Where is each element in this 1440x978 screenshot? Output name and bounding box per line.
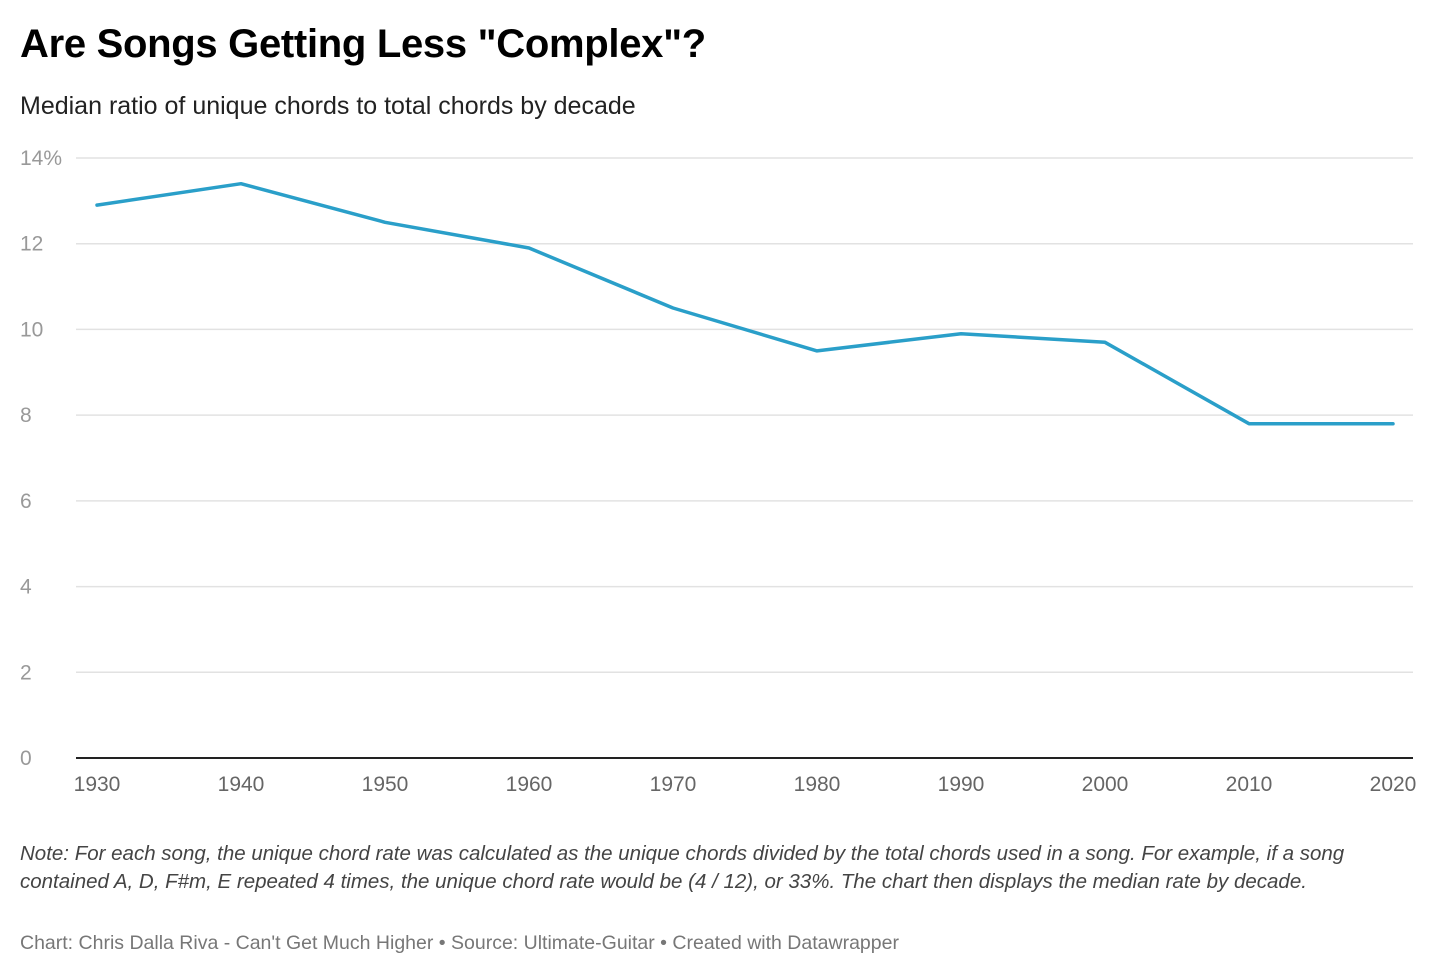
chart-note: Note: For each song, the unique chord ra… (20, 842, 1345, 893)
x-tick-label-1940: 1940 (218, 773, 265, 796)
series-layer (95, 181, 1395, 426)
y-tick-label-12: 12 (20, 233, 43, 256)
series-line-0 (95, 181, 1395, 426)
y-tick-label-10: 10 (20, 318, 43, 341)
x-tick-label-1960: 1960 (506, 773, 553, 796)
y-axis-labels: 0 2 4 6 8 10 12 14% (20, 147, 62, 770)
x-tick-label-2020: 2020 (1370, 773, 1417, 796)
x-tick-label-2000: 2000 (1082, 773, 1129, 796)
x-tick-label-2010: 2010 (1226, 773, 1273, 796)
y-tick-label-0: 0 (20, 747, 32, 770)
y-tick-label-8: 8 (20, 404, 32, 427)
x-tick-label-1950: 1950 (362, 773, 409, 796)
y-tick-label-14: 14% (20, 147, 62, 170)
line-chart: 0 2 4 6 8 10 12 14% 1930 1940 1950 1960 1970 1980 199… (20, 147, 1417, 796)
chart-subtitle: Median ratio of unique chords to total c… (20, 92, 636, 120)
y-tick-label-4: 4 (20, 576, 32, 599)
y-tick-label-2: 2 (20, 661, 32, 684)
x-tick-label-1980: 1980 (794, 773, 841, 796)
chart-title: Are Songs Getting Less "Complex"? (20, 22, 706, 66)
x-tick-label-1990: 1990 (938, 773, 985, 796)
x-axis-labels: 1930 1940 1950 1960 1970 1980 1990 2000 2010 2020 (74, 773, 1417, 796)
y-tick-label-6: 6 (20, 490, 32, 513)
chart-credits: Chart: Chris Dalla Riva - Can't Get Much… (20, 932, 899, 954)
x-tick-label-1970: 1970 (650, 773, 697, 796)
x-tick-label-1930: 1930 (74, 773, 121, 796)
gridlines (76, 157, 1413, 759)
